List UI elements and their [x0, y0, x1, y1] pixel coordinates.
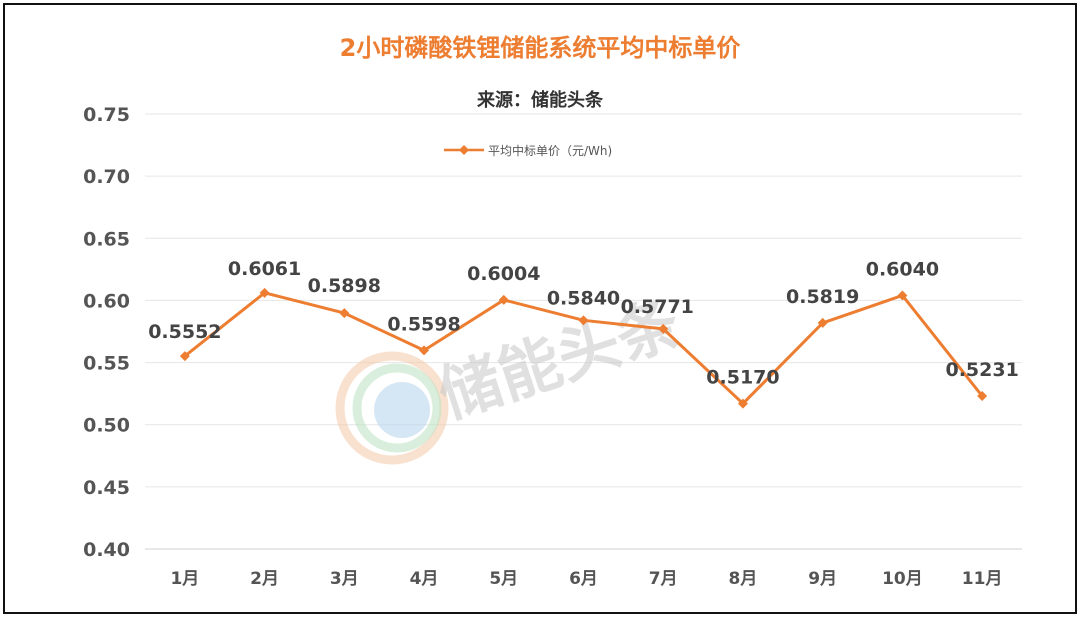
data-point — [578, 315, 589, 326]
x-tick-label: 6月 — [569, 569, 598, 589]
y-tick-label: 0.75 — [83, 104, 130, 126]
y-tick-label: 0.40 — [83, 539, 130, 561]
data-label: 0.5898 — [308, 275, 381, 297]
data-label: 0.5552 — [148, 321, 221, 343]
y-tick-label: 0.70 — [83, 166, 130, 188]
legend: 平均中标单价（元/Wh) — [444, 143, 612, 158]
y-tick-label: 0.45 — [83, 477, 130, 499]
data-point — [737, 398, 748, 409]
data-label: 0.6004 — [467, 263, 540, 285]
data-label: 0.5598 — [387, 313, 460, 335]
chart-title: 2小时磷酸铁锂储能系统平均中标单价 — [339, 34, 741, 62]
x-axis-ticks: 1月 2月 3月 4月 5月 6月 7月 8月 9月 10月 11月 — [170, 569, 1002, 589]
x-tick-label: 2月 — [250, 569, 279, 589]
data-label: 0.5231 — [945, 359, 1018, 381]
x-tick-label: 3月 — [330, 569, 359, 589]
x-tick-label: 1月 — [170, 569, 199, 589]
circular-logo-icon — [335, 351, 449, 465]
chart-subtitle: 来源：储能头条 — [477, 90, 603, 111]
data-label: 0.5170 — [706, 367, 779, 389]
y-tick-label: 0.65 — [83, 228, 130, 250]
data-label: 0.5819 — [786, 286, 859, 308]
x-tick-label: 8月 — [729, 569, 758, 589]
data-point — [897, 290, 908, 301]
x-tick-label: 7月 — [649, 569, 678, 589]
y-tick-label: 0.55 — [83, 353, 130, 375]
data-label: 0.6061 — [228, 258, 301, 280]
data-point — [419, 345, 430, 356]
x-tick-label: 11月 — [962, 569, 1003, 589]
data-point — [498, 294, 509, 305]
data-point — [817, 317, 828, 328]
data-labels: 0.5552 0.6061 0.5898 0.5598 0.6004 0.5840 0.57… — [148, 258, 1019, 389]
y-tick-label: 0.50 — [83, 415, 130, 437]
y-axis-ticks: 0.40 0.45 0.50 0.55 0.60 0.65 0.70 0.75 — [83, 104, 130, 561]
x-tick-label: 4月 — [410, 569, 439, 589]
y-tick-label: 0.60 — [83, 290, 130, 312]
data-point — [179, 351, 190, 362]
x-tick-label: 5月 — [489, 569, 518, 589]
data-label: 0.6040 — [866, 258, 939, 280]
data-label: 0.5840 — [547, 287, 620, 309]
x-tick-label: 10月 — [882, 569, 923, 589]
legend-marker — [459, 145, 469, 155]
x-tick-label: 9月 — [808, 569, 837, 589]
data-point — [658, 323, 669, 334]
data-point — [977, 391, 988, 402]
data-label: 0.5771 — [621, 296, 694, 318]
data-point — [259, 287, 270, 298]
series-line — [179, 287, 988, 409]
legend-label: 平均中标单价（元/Wh) — [488, 143, 612, 158]
data-point — [339, 308, 350, 319]
